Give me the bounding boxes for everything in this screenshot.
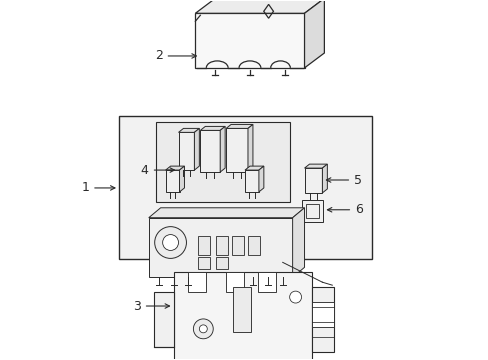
Text: 3: 3 xyxy=(133,300,169,312)
Text: 1: 1 xyxy=(81,181,115,194)
Polygon shape xyxy=(148,208,304,218)
Bar xyxy=(301,200,323,222)
Bar xyxy=(312,287,334,352)
Bar xyxy=(155,122,289,202)
Text: 6: 6 xyxy=(327,203,362,216)
Polygon shape xyxy=(304,164,326,168)
Bar xyxy=(195,13,304,68)
Polygon shape xyxy=(194,129,199,170)
Polygon shape xyxy=(153,292,173,347)
Polygon shape xyxy=(247,125,252,172)
Polygon shape xyxy=(244,166,264,170)
Bar xyxy=(178,132,194,170)
Polygon shape xyxy=(258,166,264,192)
Bar xyxy=(173,272,312,360)
Bar xyxy=(232,235,244,255)
Circle shape xyxy=(163,235,178,251)
Circle shape xyxy=(154,227,186,258)
Bar xyxy=(312,302,334,327)
Bar xyxy=(233,287,250,332)
Text: 2: 2 xyxy=(154,49,196,63)
Polygon shape xyxy=(304,0,324,68)
Bar xyxy=(216,257,228,269)
Polygon shape xyxy=(292,208,304,277)
Bar xyxy=(305,204,319,218)
Polygon shape xyxy=(225,125,252,129)
Polygon shape xyxy=(179,166,184,192)
Polygon shape xyxy=(220,126,224,172)
Bar xyxy=(188,272,206,292)
Bar xyxy=(247,235,259,255)
Bar xyxy=(200,130,220,172)
Text: 5: 5 xyxy=(326,174,362,186)
Polygon shape xyxy=(178,129,199,132)
Bar xyxy=(225,129,247,172)
Bar xyxy=(198,257,210,269)
Bar xyxy=(165,170,179,192)
Bar xyxy=(119,116,371,260)
Bar xyxy=(304,168,322,193)
Bar xyxy=(225,272,244,292)
Polygon shape xyxy=(322,164,326,193)
Bar xyxy=(198,235,210,255)
Bar xyxy=(257,272,275,292)
Bar xyxy=(244,170,258,192)
Text: 4: 4 xyxy=(141,163,174,176)
Polygon shape xyxy=(195,0,324,13)
Bar xyxy=(148,218,292,277)
Circle shape xyxy=(289,291,301,303)
Circle shape xyxy=(193,319,213,339)
Polygon shape xyxy=(165,166,184,170)
Polygon shape xyxy=(200,126,224,130)
Bar xyxy=(216,235,228,255)
Circle shape xyxy=(199,325,207,333)
